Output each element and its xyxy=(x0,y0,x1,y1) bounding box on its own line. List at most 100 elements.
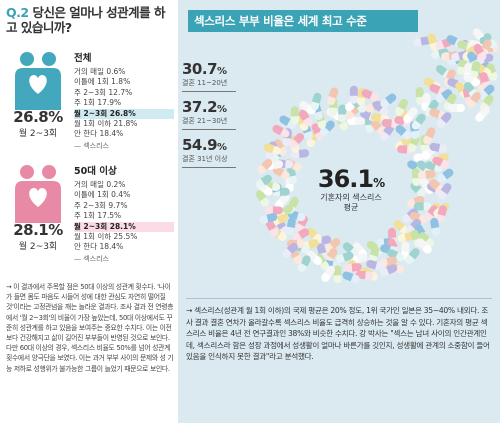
fifties-group-label: 50대 이상 xyxy=(74,166,117,177)
couple-icon xyxy=(15,52,61,110)
overall-big-percent: 26.8% xyxy=(13,108,63,126)
pill-capsule xyxy=(395,98,408,116)
overall-row: 월 1회 이하 21.8% xyxy=(74,119,138,129)
male-symbol-pills-illustration xyxy=(255,28,498,284)
pill-capsule xyxy=(287,210,306,222)
fifties-sexless-text: 섹스리스 xyxy=(83,254,109,263)
pill-capsule xyxy=(366,260,384,271)
overall-sexless-label: — 섹스리스 xyxy=(74,141,109,150)
pill-capsule xyxy=(297,255,311,273)
pill-capsule xyxy=(411,113,426,130)
pill-capsule xyxy=(423,127,436,145)
left-column: Q.2 당신은 얼마나 성관계를 하고 있습니까? 26.8% 월 2~3회 전… xyxy=(0,0,178,423)
fifties-row-highlight: 월 2~3회 28.1% xyxy=(74,221,174,233)
pill-capsule xyxy=(310,92,322,111)
overall-row: 이틀에 1회 1.8% xyxy=(74,77,131,87)
fifties-row: 주 2~3회 9.7% xyxy=(74,200,128,210)
pill-capsule xyxy=(437,168,454,183)
overall-row: 거의 매일 0.6% xyxy=(74,67,126,76)
stat-unit: % xyxy=(217,142,227,153)
divider xyxy=(186,298,492,299)
pill-capsule xyxy=(429,142,448,153)
pill-capsule xyxy=(432,156,450,169)
pill-capsule xyxy=(255,190,270,207)
pill-capsule xyxy=(429,179,445,194)
pill-capsule xyxy=(463,81,478,99)
pill-capsule xyxy=(475,106,490,122)
pill-capsule xyxy=(286,166,297,185)
center-unit: % xyxy=(373,176,385,190)
stat-31-years-plus: 54.9% 결혼 31년 이상 xyxy=(182,136,246,168)
fifties-rows: 50대 이상 거의 매일 0.2% 이틀에 1회 0.4% 주 2~3회 9.7… xyxy=(74,163,174,264)
pill-capsule xyxy=(347,116,366,125)
overall-row: 주 2~3회 12.7% xyxy=(74,87,133,97)
pill-capsule xyxy=(321,265,336,282)
pill-capsule xyxy=(413,202,432,211)
pill-capsule xyxy=(395,124,412,140)
overall-group-label: 전체 xyxy=(74,53,92,64)
pill-capsule xyxy=(370,119,386,136)
fifties-sexless-label: — 섹스리스 xyxy=(74,254,109,263)
overall-figure: 26.8% 월 2~3회 xyxy=(6,50,70,150)
pill-capsule xyxy=(403,107,418,124)
question-text: 당신은 얼마나 성관계를 하고 있습니까? xyxy=(6,5,166,35)
stat-value: 30.7 xyxy=(182,60,218,78)
center-value: 36.1 xyxy=(317,165,374,193)
divider xyxy=(182,91,236,92)
pill-capsule xyxy=(380,93,397,108)
fifties-figure: 28.1% 월 2~3회 xyxy=(6,163,70,263)
stat-label: 결혼 11~20년 xyxy=(182,79,228,87)
pill-capsule xyxy=(463,73,481,87)
stat-value: 37.2 xyxy=(182,98,218,116)
pill-capsule xyxy=(335,251,354,263)
overall-row-highlight: 월 2~3회 26.8% xyxy=(74,108,174,120)
stat-unit: % xyxy=(217,66,227,77)
fifties-row: 월 1회 이하 25.5% xyxy=(74,232,138,242)
pill-capsule xyxy=(430,217,440,236)
pill-capsule xyxy=(437,183,452,200)
fifties-row: 이틀에 1회 0.4% xyxy=(74,190,131,200)
overall-sexless-text: 섹스리스 xyxy=(83,141,109,150)
stat-11-20-years: 30.7% 결혼 11~20년 xyxy=(182,60,246,92)
pill-capsule xyxy=(405,248,420,264)
divider xyxy=(182,129,236,130)
pill-capsule xyxy=(289,133,305,149)
pill-capsule xyxy=(255,174,272,189)
pill-capsule xyxy=(259,213,278,224)
right-panel: 섹스리스 부부 비율은 세계 최고 수준 30.7% 결혼 11~20년 37.… xyxy=(178,0,500,423)
pill-capsule xyxy=(417,170,436,180)
pill-capsule xyxy=(327,87,339,106)
center-average-stat: 36.1% 기혼자의 섹스리스 평균 xyxy=(296,165,406,213)
pill-capsule xyxy=(380,264,398,277)
pill-capsule xyxy=(429,83,447,97)
pill-capsule xyxy=(333,265,342,284)
pill-capsule xyxy=(338,104,347,123)
pill-capsule xyxy=(436,112,452,128)
overall-rows: 전체 거의 매일 0.6% 이틀에 1회 1.8% 주 2~3회 12.7% 주… xyxy=(74,50,174,151)
pill-capsule xyxy=(466,92,481,108)
pill-capsule xyxy=(473,43,487,61)
pill-capsule xyxy=(343,263,362,272)
stat-unit: % xyxy=(217,104,227,115)
panel-article-text: → 섹스리스(성관계 월 1회 이하)의 국제 평균은 20% 정도, 1위 국… xyxy=(186,306,490,362)
fifties-row: 거의 매일 0.2% xyxy=(74,180,126,189)
stat-21-30-years: 37.2% 결혼 21~30년 xyxy=(182,98,246,130)
fifties-big-label: 월 2~3회 xyxy=(18,242,58,252)
pill-capsule xyxy=(436,205,447,223)
pill-capsule xyxy=(263,143,282,155)
overall-big-label: 월 2~3회 xyxy=(18,129,58,139)
overall-row: 안 한다 18.4% xyxy=(74,129,124,139)
stat-label: 결혼 21~30년 xyxy=(182,117,228,125)
pill-capsule xyxy=(264,206,283,215)
fifties-row: 안 한다 18.4% xyxy=(74,242,124,252)
pill-capsule xyxy=(257,158,273,174)
pill-capsule xyxy=(342,271,360,284)
pill-capsule xyxy=(292,228,310,242)
couple-icon xyxy=(15,165,61,223)
pill-capsule xyxy=(361,89,379,102)
pill-capsule xyxy=(479,72,491,90)
pill-capsule xyxy=(298,109,313,127)
overall-row: 주 1회 17.9% xyxy=(74,98,122,108)
center-label-2: 평균 xyxy=(343,203,359,212)
question-title: Q.2 당신은 얼마나 성관계를 하고 있습니까? xyxy=(6,5,172,35)
